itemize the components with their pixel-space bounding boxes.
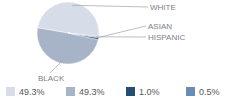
data-label: 49.3% [79,87,105,97]
legend-swatch [126,87,135,96]
leader-line [96,26,146,38]
data-label: 0.5% [199,87,220,97]
legend-swatch [66,87,75,96]
pie-slice [37,28,98,64]
slice-label: ASIAN [148,22,172,31]
legend: 49.3% 49.3% 1.0% 0.5% [6,87,220,97]
leader-line [72,5,148,7]
chart: WHITE BLACK ASIAN HISPANIC 49.3% 49.3% 1.0% 0.5… [0,0,240,100]
slice-label: HISPANIC [148,33,185,42]
pie [37,2,99,64]
pie-slice [68,33,99,40]
legend-swatch [6,87,15,96]
data-label: 1.0% [139,87,160,97]
leader-line [96,36,146,37]
pie-slice [68,33,99,38]
slice-label: WHITE [150,3,176,12]
leader-line [50,60,63,73]
slice-label: BLACK [38,74,65,83]
data-label: 49.3% [19,87,45,97]
legend-swatch [186,87,195,96]
